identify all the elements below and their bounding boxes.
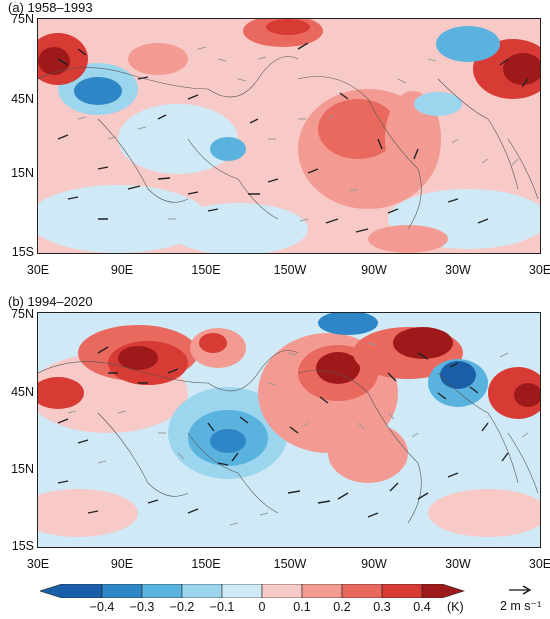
panel-b-lat-15n: 15N xyxy=(11,462,34,476)
panel-b-lat-45n: 45N xyxy=(11,385,34,399)
colorbar-tick-2: −0.3 xyxy=(129,600,155,614)
panel-b-lon-30e-left: 30E xyxy=(26,557,50,571)
panel-b-lon-30e-right: 30E xyxy=(528,557,550,571)
colorbar-tick-5: 0 xyxy=(258,600,266,614)
panel-b-lon-150e: 150E xyxy=(191,557,221,571)
panel-b-lat-75n: 75N xyxy=(11,307,34,321)
colorbar-tick-9: 0.4 xyxy=(413,600,431,614)
panel-a-lon-90w: 90W xyxy=(361,263,387,277)
panel-b-title: (b) 1994–2020 xyxy=(8,294,93,309)
panel-a-field xyxy=(38,19,540,253)
panel-a-lon-30w: 30W xyxy=(445,263,471,277)
panel-a-lon-30e-left: 30E xyxy=(26,263,50,277)
reference-vector-label: 2 m s⁻¹ xyxy=(500,599,542,613)
panel-b-wind-vectors xyxy=(57,346,509,518)
panel-a-map xyxy=(37,18,541,254)
panel-b-map xyxy=(37,312,541,548)
panel-a-lon-150w: 150W xyxy=(273,263,307,277)
colorbar-tick-1: −0.4 xyxy=(89,600,115,614)
colorbar-tick-8: 0.3 xyxy=(373,600,391,614)
colorbar-segment xyxy=(141,584,183,598)
colorbar-segment xyxy=(101,584,143,598)
panel-a-lat-15s: 15S xyxy=(11,245,34,259)
colorbar-segment xyxy=(341,584,383,598)
panel-a-lon-150e: 150E xyxy=(191,263,221,277)
panel-b-lat-15s: 15S xyxy=(11,539,34,553)
colorbar-tick-4: −0.1 xyxy=(209,600,235,614)
panel-b-lon-30w: 30W xyxy=(445,557,471,571)
reference-arrow-icon xyxy=(509,585,532,595)
colorbar-segment xyxy=(261,584,303,598)
colorbar-segment xyxy=(221,584,263,598)
panel-b-lon-150w: 150W xyxy=(273,557,307,571)
colorbar-segment xyxy=(421,584,465,598)
colorbar-tick-3: −0.2 xyxy=(169,600,195,614)
colorbar xyxy=(40,584,465,598)
colorbar-tick-6: 0.1 xyxy=(293,600,311,614)
colorbar-segment xyxy=(181,584,223,598)
panel-a-lat-75n: 75N xyxy=(11,12,34,26)
panel-a-lon-30e-right: 30E xyxy=(528,263,550,277)
panel-b-lon-90w: 90W xyxy=(361,557,387,571)
colorbar-segment xyxy=(40,584,103,598)
panel-a-title: (a) 1958–1993 xyxy=(8,0,93,15)
colorbar-segment xyxy=(301,584,343,598)
panel-a-lat-45n: 45N xyxy=(11,92,34,106)
colorbar-unit: (K) xyxy=(447,600,464,614)
panel-b-lon-90e: 90E xyxy=(110,557,134,571)
panel-a-lat-15n: 15N xyxy=(11,166,34,180)
colorbar-segment xyxy=(381,584,423,598)
panel-b-field xyxy=(38,313,540,547)
panel-a-wind-vectors xyxy=(57,42,529,233)
panel-a-lon-90e: 90E xyxy=(110,263,134,277)
colorbar-tick-7: 0.2 xyxy=(333,600,351,614)
